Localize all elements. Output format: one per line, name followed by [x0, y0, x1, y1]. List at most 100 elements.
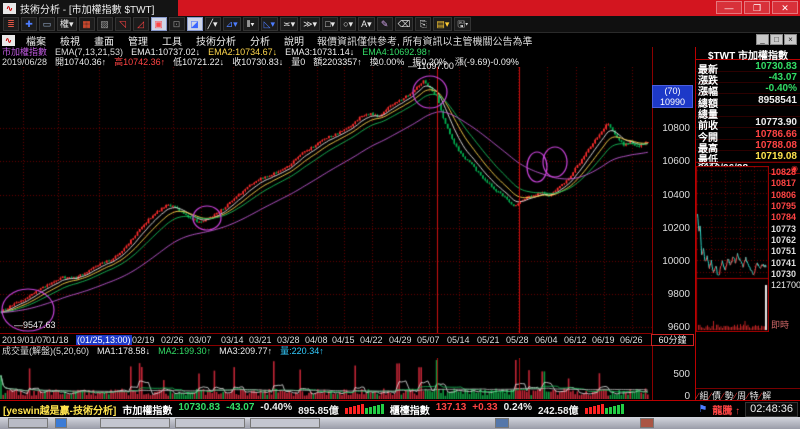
intraday-volume-label: 121700 [771, 280, 800, 290]
rights-adjust-button[interactable]: 權▾ [57, 17, 77, 31]
taskbar-item-1[interactable] [8, 418, 48, 428]
clock-dot-icon: ◉ [791, 164, 798, 173]
menu-file[interactable]: 檔案 [26, 36, 46, 48]
snapshot-tool-icon[interactable]: ⎘ [415, 17, 432, 31]
rectangle-tool-icon[interactable]: □▾ [322, 17, 339, 31]
led-bar [604, 408, 608, 414]
volume-ma-value: MA1:178.58↓ [97, 346, 151, 356]
menu-view[interactable]: 檢視 [60, 36, 80, 48]
led-bar [616, 405, 620, 414]
intraday-mini-chart[interactable] [696, 166, 769, 332]
text-tool-icon[interactable]: A▾ [358, 17, 375, 31]
quote-row: 漲跌 -43.07 [696, 72, 800, 87]
restore-button[interactable]: ❐ [744, 1, 770, 14]
x-axis-label: 05/21 [477, 335, 500, 345]
intraday-price-label: 10784 [771, 212, 797, 222]
taskbar-start-orb[interactable] [55, 418, 67, 428]
arrows-tool-icon[interactable]: ≫▾ [300, 17, 321, 31]
ohlc-value: 低10721.22↓ [173, 57, 225, 67]
x-axis-label: 2019/01/07 [2, 335, 48, 345]
child-restore-button[interactable]: □ [770, 34, 783, 45]
menu-tools[interactable]: 工具 [162, 36, 182, 48]
taskbar-tray-icon-2[interactable] [640, 418, 654, 428]
compare-chart-icon[interactable]: ⊡ [168, 17, 185, 31]
disclaimer-text: 報價資訊僅供參考, 所有資訊以主管機關公告為準 [317, 36, 533, 48]
x-axis-label: 03/28 [277, 335, 300, 345]
index-price: 10730.83 [178, 401, 221, 413]
save-tool-icon[interactable]: 🖫▾ [454, 17, 472, 31]
taskbar-window-button-1[interactable] [100, 418, 170, 428]
led-bar [608, 407, 612, 414]
x-axis-label: 05/07 [417, 335, 440, 345]
menu-analysis[interactable]: 分析 [250, 36, 270, 48]
eraser-tool-icon[interactable]: ⌫ [394, 17, 414, 31]
candle-chart-icon[interactable]: ▦ [78, 17, 95, 31]
y-axis-label: 10200 [662, 223, 690, 234]
menu-help[interactable]: 說明 [284, 36, 304, 48]
child-close-button[interactable]: × [784, 34, 797, 45]
menu-technical-analysis[interactable]: 技術分析 [196, 36, 236, 48]
volume-header: 成交量(解盤)(5,20,60) MA1:178.58↓ MA2:199.30↑ MA… [2, 346, 692, 357]
intraday-price-label: 10741 [771, 258, 797, 268]
y-axis-label: 10400 [662, 190, 690, 201]
y-axis-label: 9600 [667, 322, 690, 333]
intraday-price-label: 10773 [771, 224, 797, 234]
candle-chart-disabled-icon[interactable]: ▨ [96, 17, 113, 31]
bar-chart-icon[interactable]: ◿ [132, 17, 149, 31]
fibonacci-tool-icon[interactable]: ≍▾ [280, 17, 299, 31]
child-minimize-button[interactable]: _ [756, 34, 769, 45]
quote-row: 最新 10730.83 [696, 61, 800, 76]
price-scale-box: (70) 10990 [652, 85, 693, 108]
tab-explain[interactable]: ∕解 [759, 390, 772, 401]
ohlc-value: 2019/06/28 [2, 57, 48, 67]
ohlc-value: 量0 [291, 57, 306, 67]
move-icon[interactable]: ✚ [21, 17, 37, 31]
x-axis-label: 02/26 [161, 335, 184, 345]
close-button[interactable]: ✕ [772, 1, 798, 14]
tab-week[interactable]: ∕周 [734, 390, 747, 401]
index-turnover: 895.85億 [298, 405, 339, 417]
tab-special[interactable]: ∕特 [747, 390, 759, 401]
quote-row: 前收 10773.90 [696, 117, 800, 132]
x-axis-label: 05/14 [447, 335, 470, 345]
ema-value: EMA2:10734.67↓ [208, 47, 278, 57]
palette-tool-icon[interactable]: ▤▾ [433, 17, 453, 31]
flag-icon[interactable]: ⚑ [698, 404, 708, 415]
intraday-price-label: 10828 [771, 167, 797, 177]
volume-chart[interactable] [0, 358, 652, 399]
chart-header-ema-line: 市加權指數 EMA(7,13,21,53) EMA1:10737.02↓ EMA2:1… [2, 47, 692, 57]
taskbar-window-button-2[interactable] [175, 418, 245, 428]
tab-separator-icon: ∕ [747, 390, 749, 401]
line-chart-icon[interactable]: ◹ [114, 17, 131, 31]
tab-group[interactable]: ∕組 [697, 390, 709, 401]
minimize-button[interactable]: — [716, 1, 742, 14]
x-axis: 2019/01/07 01/18 (01/25,13:00) 02/19 02/26 03… [0, 333, 652, 346]
volume-ma-value: 成交量(解盤)(5,20,60) [2, 346, 90, 356]
chart-header-ohlc-line: 2019/06/28 開10740.36↑ 高10742.36↑ 低10721.22↓… [2, 57, 692, 67]
draw-pointer-icon[interactable]: ◪ [186, 17, 203, 31]
trendline-tool-icon[interactable]: ╱▾ [204, 17, 221, 31]
highlighter-tool-icon[interactable]: ✎ [376, 17, 393, 31]
title-bar[interactable]: ∿ 技術分析 - [市加權指數 $TWT] — ❐ ✕ [0, 0, 800, 16]
channel-tool-icon[interactable]: ⊿▾ [222, 17, 241, 31]
otc-price: 137.13 [435, 401, 467, 413]
led-bar [368, 407, 372, 414]
main-candlestick-chart[interactable] [0, 67, 652, 333]
timeframe-label[interactable]: 60分鐘 [651, 334, 694, 346]
vertical-lines-tool-icon[interactable]: ⫴▾ [242, 17, 259, 31]
windows-taskbar[interactable] [0, 417, 800, 429]
ellipse-tool-icon[interactable]: ○▾ [340, 17, 357, 31]
tab-bond[interactable]: ∕債 [709, 390, 722, 401]
taskbar-tray-icon-1[interactable] [495, 418, 509, 428]
chart-layout-icon[interactable]: ≣ [3, 17, 19, 31]
led-bar [372, 406, 376, 414]
window-icon[interactable]: ▭ [39, 17, 55, 31]
fan-lines-tool-icon[interactable]: ◺▾ [260, 17, 279, 31]
menu-screen[interactable]: 畫面 [94, 36, 114, 48]
tab-trend[interactable]: ∕勢 [722, 390, 734, 401]
menu-manage[interactable]: 管理 [128, 36, 148, 48]
combo-chart-icon[interactable]: ▣ [150, 17, 167, 31]
taskbar-window-button-3[interactable] [250, 418, 320, 428]
otc-turnover: 242.58億 [537, 405, 579, 417]
